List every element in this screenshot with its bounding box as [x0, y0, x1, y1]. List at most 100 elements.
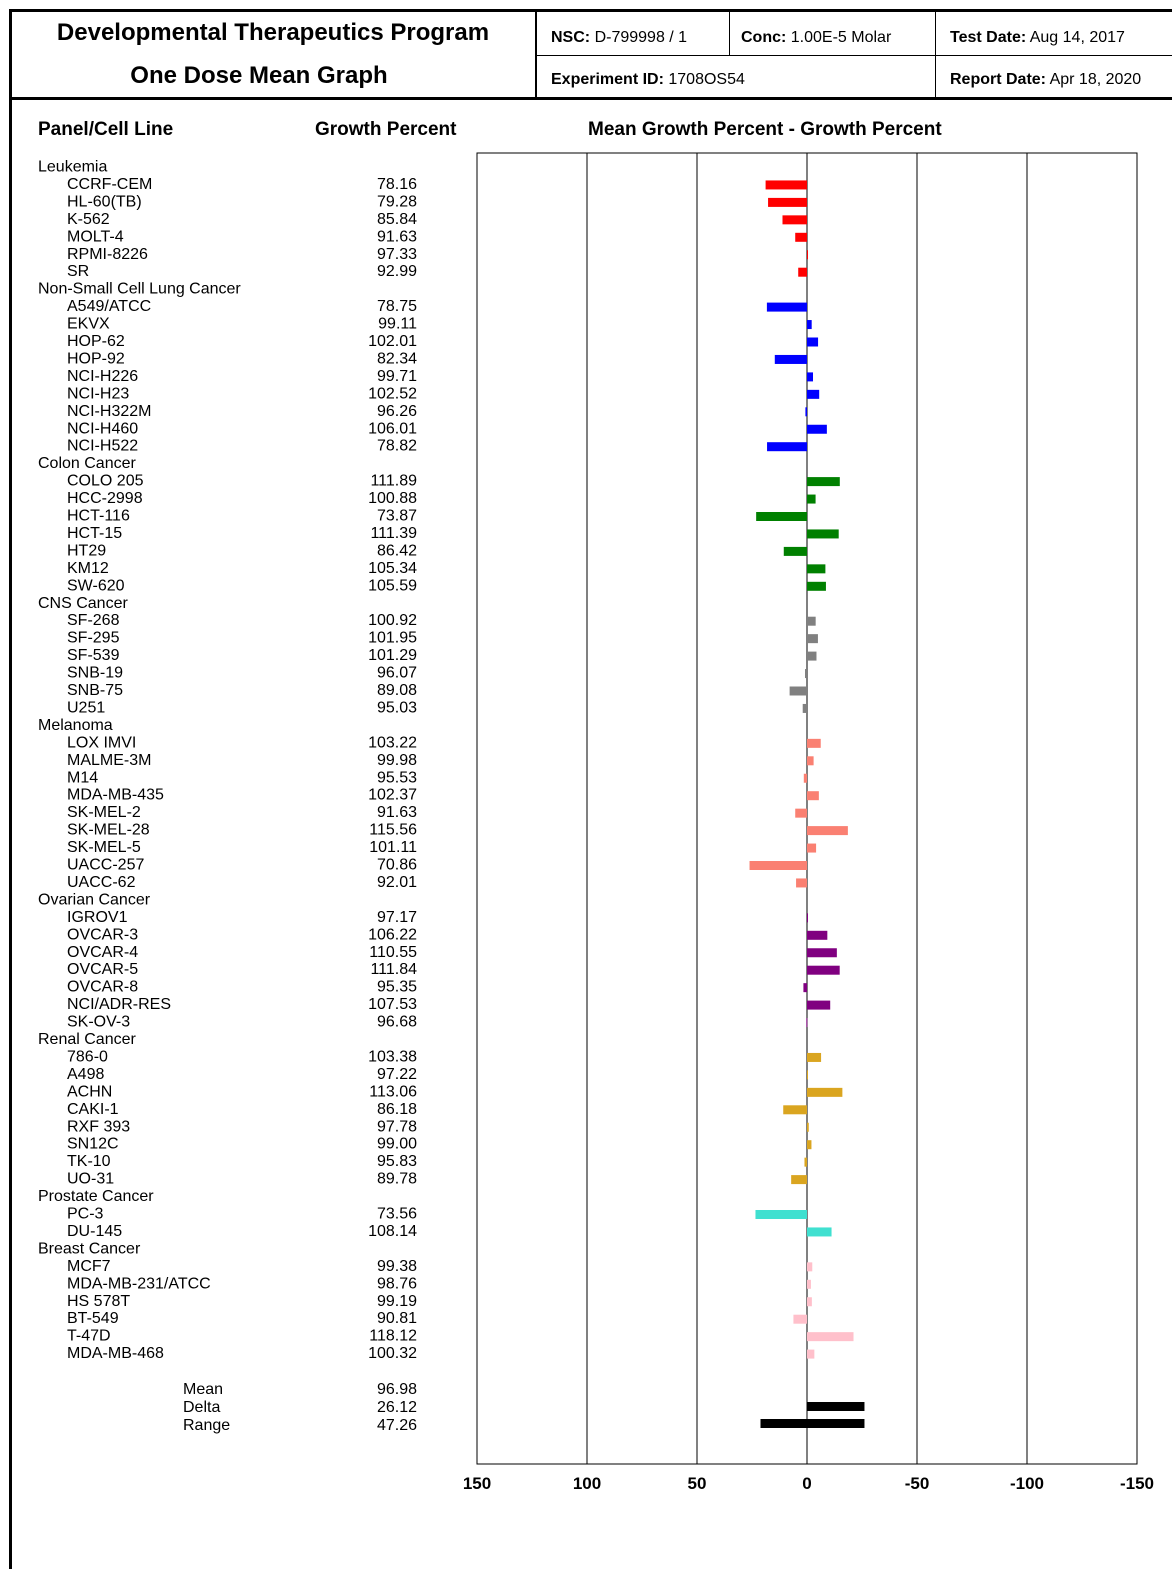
growth-bar [804, 1158, 807, 1167]
cell-line-name: 786-0 [67, 1048, 108, 1065]
cell-line-name: SK-MEL-2 [67, 804, 141, 821]
growth-bar [798, 268, 807, 277]
growth-bar [807, 756, 814, 765]
growth-bar [807, 948, 837, 957]
growth-percent-value: 99.98 [377, 752, 417, 769]
growth-bar [807, 582, 826, 591]
growth-bar [807, 826, 848, 835]
panel-name: Prostate Cancer [38, 1188, 154, 1205]
growth-percent-value: 101.11 [369, 839, 417, 856]
summary-label: Delta [183, 1399, 220, 1416]
cell-line-name: U251 [67, 699, 105, 716]
growth-percent-value: 73.87 [377, 508, 417, 525]
growth-percent-value: 95.83 [377, 1153, 417, 1170]
growth-bar [807, 477, 840, 486]
growth-bar [795, 809, 807, 818]
growth-bar [807, 372, 813, 381]
cell-line-name: OVCAR-4 [67, 944, 138, 961]
summary-value: 96.98 [377, 1381, 417, 1398]
cell-line-name: SNB-19 [67, 665, 123, 682]
cell-line-name: NCI-H322M [67, 403, 151, 420]
growth-percent-value: 107.53 [368, 996, 417, 1013]
growth-bar [766, 180, 807, 189]
panel-name: Ovarian Cancer [38, 891, 151, 908]
growth-bar [807, 425, 827, 434]
x-tick-label: -50 [905, 1474, 930, 1493]
cell-line-name: UACC-257 [67, 857, 144, 874]
cell-line-name: SNB-75 [67, 682, 123, 699]
growth-bar [803, 983, 807, 992]
cell-line-name: SF-268 [67, 612, 120, 629]
panel-name: Leukemia [38, 159, 107, 176]
growth-bar [807, 617, 816, 626]
cell-line-name: UACC-62 [67, 874, 136, 891]
growth-percent-value: 100.88 [368, 490, 417, 507]
growth-percent-value: 99.00 [377, 1136, 417, 1153]
cell-line-name: TK-10 [67, 1153, 111, 1170]
cell-line-name: RXF 393 [67, 1118, 130, 1135]
panel-name: Breast Cancer [38, 1240, 141, 1257]
growth-percent-value: 95.35 [377, 979, 417, 996]
growth-bar [795, 233, 807, 242]
growth-bar [807, 320, 812, 329]
growth-bar [807, 966, 840, 975]
growth-percent-value: 95.03 [377, 699, 417, 716]
cell-line-name: PC-3 [67, 1206, 104, 1223]
growth-percent-value: 89.78 [377, 1171, 417, 1188]
cell-line-name: SN12C [67, 1136, 119, 1153]
growth-percent-value: 79.28 [377, 193, 417, 210]
x-tick-label: 0 [802, 1474, 811, 1493]
growth-bar [796, 878, 807, 887]
growth-bar [807, 1070, 808, 1079]
growth-bar [807, 1297, 812, 1306]
cell-line-name: MDA-MB-231/ATCC [67, 1275, 211, 1292]
growth-bar [807, 844, 816, 853]
growth-percent-value: 108.14 [368, 1223, 417, 1240]
growth-percent-value: 86.42 [377, 542, 417, 559]
cell-line-name: SK-MEL-5 [67, 839, 141, 856]
growth-bar [803, 704, 807, 713]
cell-line-name: COLO 205 [67, 473, 144, 490]
growth-bar [807, 390, 819, 399]
growth-bar [807, 931, 827, 940]
panel-name: Non-Small Cell Lung Cancer [38, 281, 241, 298]
growth-bar [807, 1140, 811, 1149]
cell-line-name: CAKI-1 [67, 1101, 119, 1118]
cell-line-name: MALME-3M [67, 752, 151, 769]
growth-bar [807, 634, 818, 643]
growth-bar [804, 774, 807, 783]
growth-percent-value: 89.08 [377, 682, 417, 699]
growth-bar [807, 1227, 832, 1236]
growth-percent-value: 96.07 [377, 665, 417, 682]
growth-bar [807, 1280, 811, 1289]
growth-bar [783, 1105, 807, 1114]
cell-line-name: HCC-2998 [67, 490, 143, 507]
cell-line-name: SF-539 [67, 647, 120, 664]
cell-line-name: HT29 [67, 542, 106, 559]
growth-percent-value: 97.17 [377, 909, 417, 926]
growth-bar [782, 215, 807, 224]
growth-bar [807, 250, 808, 259]
panel-name: Colon Cancer [38, 455, 137, 472]
cell-line-name: K-562 [67, 211, 110, 228]
growth-percent-value: 99.38 [377, 1258, 417, 1275]
growth-percent-value: 96.68 [377, 1014, 417, 1031]
growth-percent-value: 97.78 [377, 1118, 417, 1135]
cell-line-name: HL-60(TB) [67, 193, 142, 210]
summary-label: Mean [183, 1381, 223, 1398]
growth-percent-value: 118.12 [369, 1328, 417, 1345]
growth-percent-value: 73.56 [377, 1206, 417, 1223]
cell-line-name: NCI-H23 [67, 385, 129, 402]
cell-line-name: BT-549 [67, 1310, 119, 1327]
growth-bar [775, 355, 807, 364]
growth-bar [767, 303, 807, 312]
cell-line-name: UO-31 [67, 1171, 114, 1188]
cell-line-name: NCI-H522 [67, 438, 138, 455]
cell-line-name: MDA-MB-468 [67, 1345, 164, 1362]
cell-line-name: CCRF-CEM [67, 176, 152, 193]
cell-line-name: KM12 [67, 560, 109, 577]
cell-line-name: HCT-15 [67, 525, 122, 542]
cell-line-name: A549/ATCC [67, 298, 151, 315]
growth-percent-value: 85.84 [377, 211, 417, 228]
growth-bar [756, 512, 807, 521]
